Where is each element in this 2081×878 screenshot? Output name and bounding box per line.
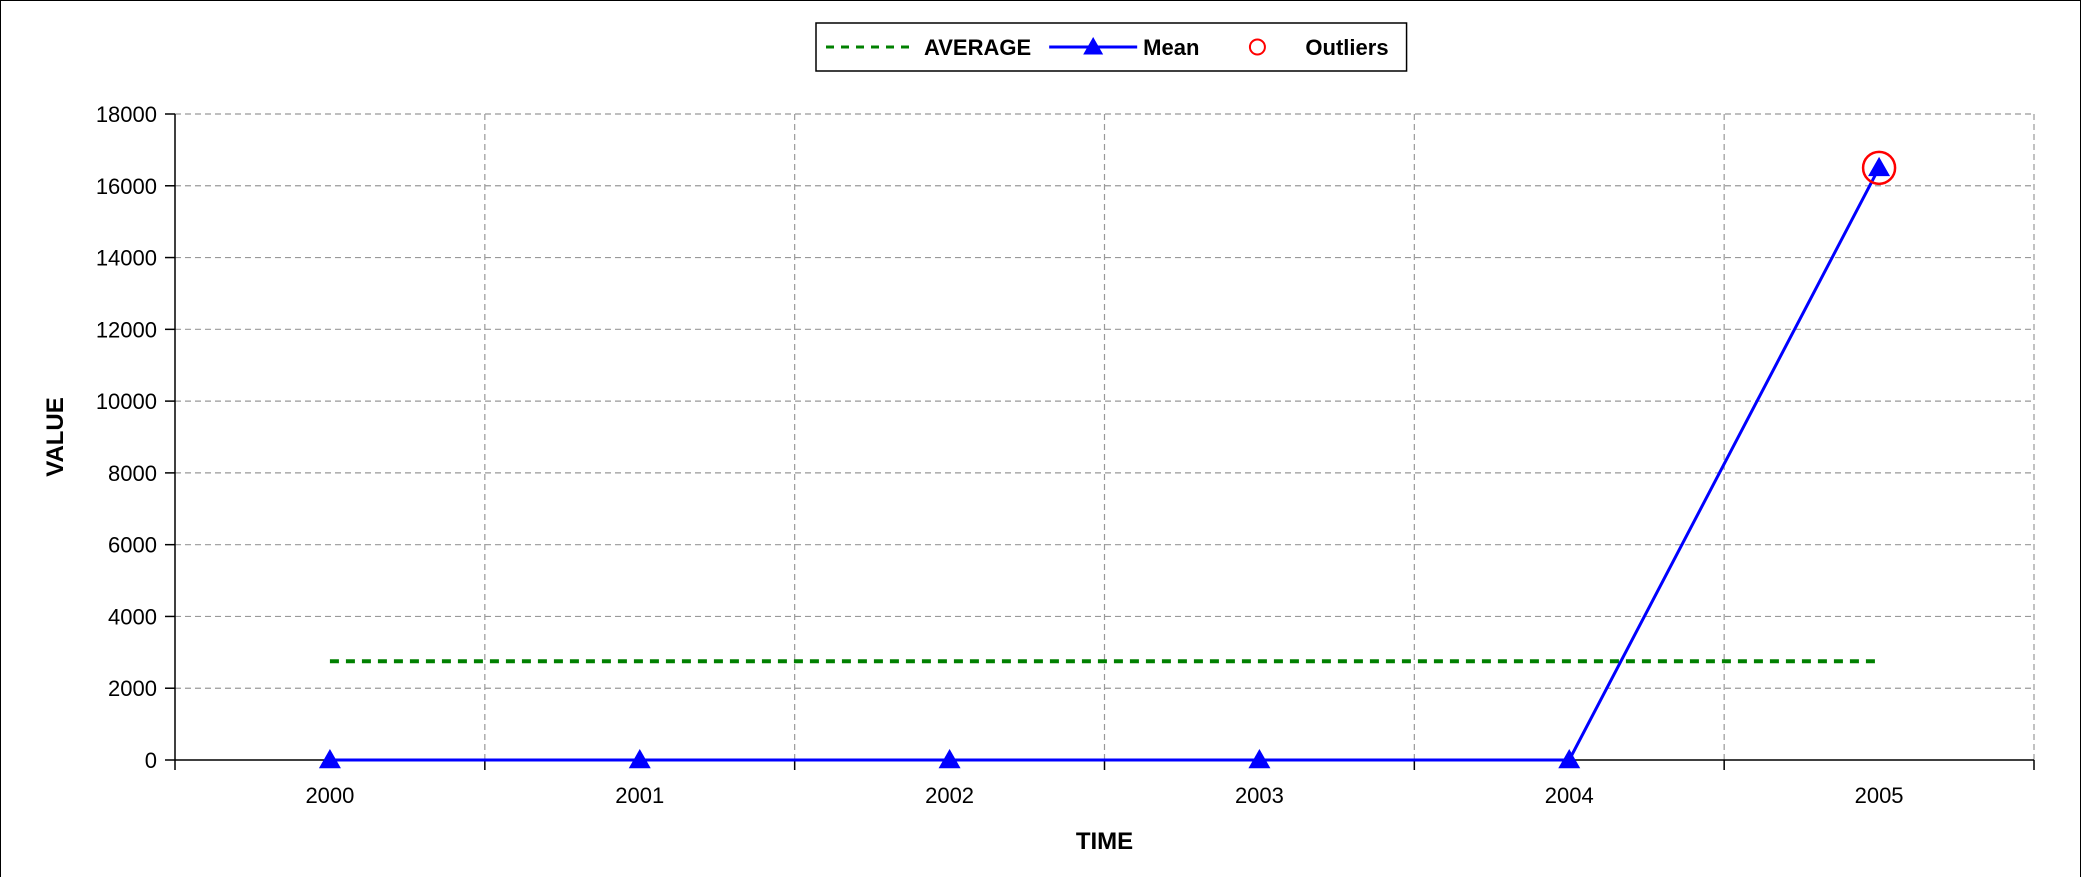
legend-label: Mean (1143, 35, 1199, 60)
y-tick-label: 18000 (96, 102, 157, 127)
x-axis-title: TIME (1076, 828, 1133, 855)
y-tick-label: 14000 (96, 246, 157, 271)
y-tick-label: 10000 (96, 389, 157, 414)
mean-point (628, 749, 651, 769)
series-mean (318, 156, 1891, 769)
y-tick-label: 16000 (96, 174, 157, 199)
mean-point (1868, 156, 1891, 177)
y-tick-label: 6000 (108, 533, 157, 558)
x-tick-label: 2001 (615, 783, 664, 808)
legend: AVERAGE Mean Outliers (815, 22, 1408, 72)
mean-line (329, 167, 1881, 762)
axes-layer: 0 2000 4000 6000 8000 10000 12000 14000 16000 180… (96, 102, 2035, 808)
y-tick-label: 2000 (108, 676, 157, 701)
x-tick-label: 2005 (1855, 783, 1904, 808)
mean-point (1248, 749, 1271, 769)
mean-point (938, 749, 961, 769)
legend-marker-mean (1083, 37, 1104, 55)
x-tick-label: 2000 (305, 783, 354, 808)
legend-label: AVERAGE (924, 35, 1031, 60)
mean-point (1558, 749, 1581, 769)
legend-items: AVERAGE Mean Outliers (826, 35, 1389, 60)
x-tick-label: 2002 (925, 783, 974, 808)
y-tick-label: 0 (145, 748, 157, 773)
outlier-point (1861, 150, 1897, 186)
series-layer (318, 150, 1897, 769)
legend-label: Outliers (1305, 35, 1388, 60)
mean-point (318, 749, 341, 769)
y-tick-label: 4000 (108, 604, 157, 629)
legend-marker-outliers (1248, 38, 1266, 56)
x-tick-label: 2004 (1545, 783, 1594, 808)
x-tick-label: 2003 (1235, 783, 1284, 808)
y-axis-title: VALUE (42, 397, 69, 477)
series-outliers (1861, 150, 1897, 186)
y-tick-label: 12000 (96, 317, 157, 342)
y-tick-label: 8000 (108, 461, 157, 486)
grid-layer (175, 113, 2035, 760)
